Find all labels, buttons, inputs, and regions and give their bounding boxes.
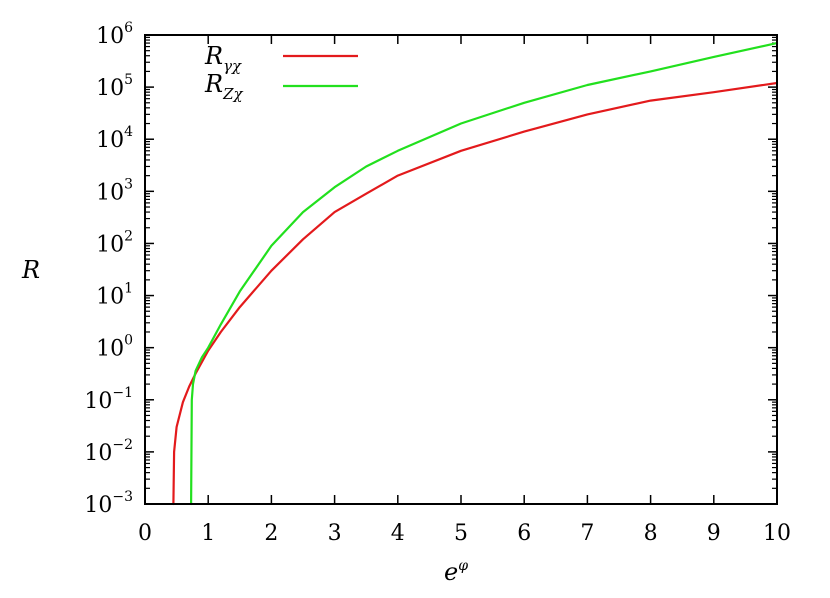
y-tick-label: 106 [96,20,133,49]
series-line-1 [190,41,779,506]
x-tick-label: 4 [391,521,405,546]
y-axis-ticks: 10−3 10−2 10−1 100 101 102 103 104 105 106 [84,20,777,518]
y-tick-label: 100 [96,333,133,362]
x-tick-label: 5 [454,521,468,546]
legend-label-r-z-chi: RZχ [204,70,244,103]
x-tick-label: 2 [264,521,278,546]
x-tick-label: 8 [644,521,658,546]
plot-frame [144,34,778,505]
legend: Rγχ RZχ [204,42,358,103]
y-axis-label: R [21,256,40,284]
y-tick-label: 102 [96,228,133,257]
series-line-0 [172,81,779,506]
x-tick-label: 7 [580,521,594,546]
y-tick-label: 10−2 [84,437,133,466]
y-tick-label: 104 [96,124,133,153]
y-tick-label: 10−3 [84,489,133,518]
x-tick-label: 1 [201,521,215,546]
y-tick-label: 10−1 [84,385,133,414]
y-tick-label: 105 [96,72,133,101]
x-axis-ticks: 0 1 2 3 4 5 6 7 8 9 10 [138,35,791,546]
legend-label-r-gamma-chi: Rγχ [204,42,242,75]
x-tick-label: 6 [517,521,531,546]
x-tick-label: 0 [138,521,152,546]
x-tick-label: 3 [328,521,342,546]
x-axis-label: eφ [444,558,468,586]
series-layer [172,41,779,506]
y-tick-label: 101 [96,281,133,310]
x-tick-label: 10 [763,521,791,546]
x-tick-label: 9 [707,521,721,546]
y-tick-label: 103 [96,176,133,205]
